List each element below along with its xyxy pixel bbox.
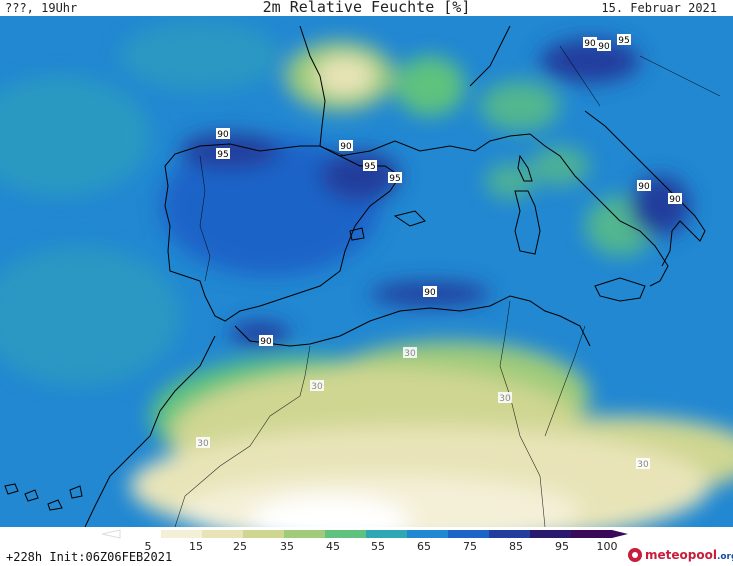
colorbar-swatch (325, 530, 367, 538)
colorbar-tick-label: 75 (463, 540, 477, 553)
colorbar-swatch (407, 530, 449, 538)
svg-text:95: 95 (217, 150, 228, 160)
colorbar-tick-label: 45 (326, 540, 340, 553)
map-title: 2m Relative Feuchte [%] (262, 0, 471, 16)
meteopool-logo[interactable]: meteopool.org (627, 546, 733, 564)
svg-text:90: 90 (340, 142, 352, 152)
colorbar-tick-label: 5 (144, 540, 152, 553)
svg-text:90: 90 (260, 337, 272, 347)
meteopool-drop-icon (628, 548, 642, 562)
init-time-label: +228h Init:06Z06FEB2021 (6, 550, 173, 564)
colorbar-swatch (243, 530, 285, 538)
svg-text:30: 30 (311, 382, 323, 392)
contour-label: 30 (196, 437, 210, 449)
map-header: ???, 19Uhr 2m Relative Feuchte [%] 15. F… (0, 0, 733, 20)
colorbar-swatch (284, 530, 326, 538)
contour-label: 30 (310, 380, 324, 392)
contour-label: 90 (637, 180, 651, 192)
svg-text:90: 90 (584, 39, 596, 49)
colorbar-swatch (202, 530, 244, 538)
contour-label: 30 (636, 458, 650, 470)
colorbar-tick-label: 25 (233, 540, 247, 553)
colorbar-swatch (571, 530, 613, 538)
contour-label: 90 (423, 286, 437, 298)
svg-text:90: 90 (424, 288, 436, 298)
svg-text:95: 95 (389, 174, 400, 184)
contour-label: 90 (597, 40, 611, 52)
svg-text:95: 95 (364, 162, 375, 172)
svg-text:30: 30 (637, 460, 649, 470)
colorbar-high-arrow (612, 530, 628, 538)
colorbar-tick-label: 35 (280, 540, 294, 553)
colorbar-swatch (448, 530, 490, 538)
colorbar-swatch (530, 530, 572, 538)
forecast-time-label: ???, 19Uhr (5, 1, 78, 15)
contour-label: 30 (403, 347, 417, 359)
colorbar-swatch (489, 530, 531, 538)
contour-label: 90 (339, 140, 353, 152)
colorbar-swatch (366, 530, 408, 538)
contour-label: 30 (498, 392, 512, 404)
map-footer: 5 15 25 35 45 55 65 75 85 95 100 +228h Init:06Z06F… (0, 527, 733, 566)
svg-text:30: 30 (499, 394, 511, 404)
colorbar-tick-label: 100 (596, 540, 618, 553)
forecast-date-label: 15. Februar 2021 (601, 1, 717, 15)
colorbar-tick-label: 55 (371, 540, 385, 553)
colorbar-tick-label: 95 (555, 540, 569, 553)
logo-text: meteopool.org (645, 548, 733, 562)
contour-label: 95 (363, 160, 377, 172)
svg-text:90: 90 (669, 195, 681, 205)
colorbar-tick-label: 65 (417, 540, 431, 553)
svg-text:30: 30 (197, 439, 209, 449)
contour-label: 95 (388, 172, 402, 184)
colorbar-low-arrow (101, 529, 121, 539)
svg-text:95: 95 (618, 36, 629, 46)
contour-label: 90 (583, 37, 597, 49)
svg-text:90: 90 (217, 130, 229, 140)
canary-islands (4, 483, 83, 511)
colorbar-tick-label: 85 (509, 540, 523, 553)
svg-text:90: 90 (638, 182, 650, 192)
colorbar-swatch (161, 530, 203, 538)
humidity-colorbar (101, 529, 628, 539)
contour-label: 90 (259, 335, 273, 347)
colorbar-tick-label: 15 (189, 540, 203, 553)
contour-label: 95 (216, 148, 230, 160)
contour-label: 90 (668, 193, 682, 205)
svg-text:90: 90 (598, 42, 610, 52)
contour-label: 95 (617, 34, 631, 46)
colorbar-swatch (120, 530, 162, 538)
svg-text:30: 30 (404, 349, 416, 359)
contour-label: 90 (216, 128, 230, 140)
